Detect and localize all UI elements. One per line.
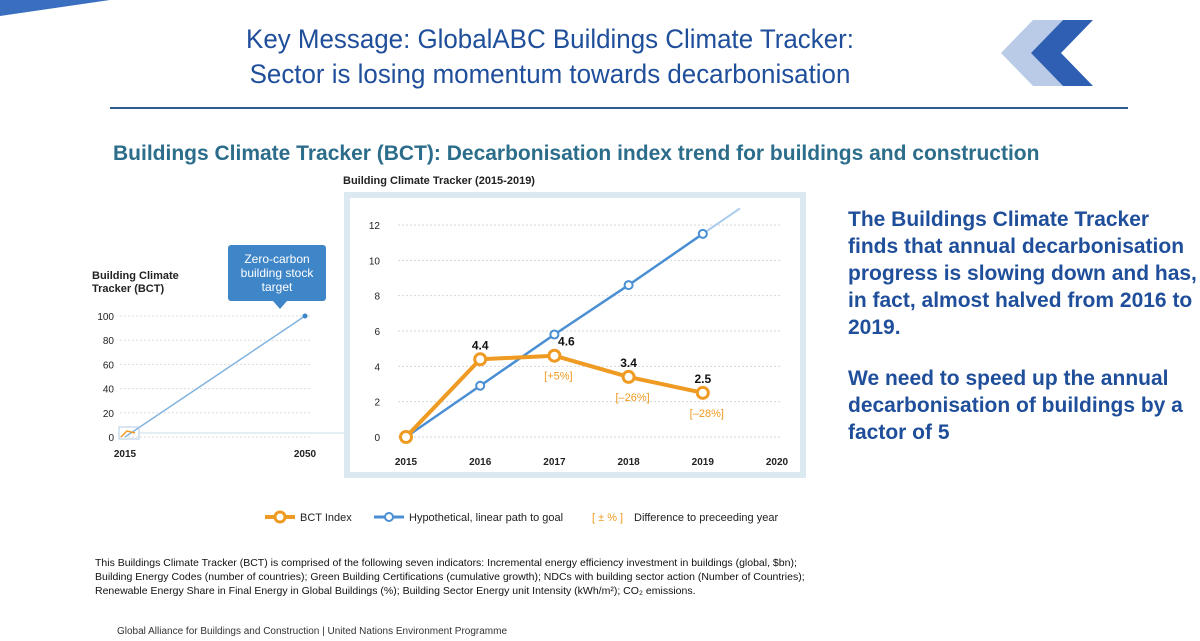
main-ytick-label-10: 10 [369, 256, 381, 267]
slide-title-line1: Key Message: GlobalABC Buildings Climate… [246, 24, 854, 54]
main-chart-labels: 4.4 4.6 3.4 2.5 [+5%] [–26%] [–28%] [472, 335, 724, 420]
main-xtick-label-2019: 2019 [692, 457, 715, 468]
main-ytick-label-2: 2 [374, 398, 380, 409]
bct-data-label-2017: 4.6 [558, 335, 575, 349]
small-chart: 0 20 40 60 80 100 2015 2050 [97, 312, 344, 460]
linear-path-point-2016 [475, 380, 486, 391]
linear-path-point-2018 [623, 280, 634, 291]
main-xtick-label-2017: 2017 [543, 457, 566, 468]
main-xtick-label-2015: 2015 [395, 457, 418, 468]
small-ytick-label-20: 20 [103, 409, 115, 420]
bct-data-label-2016: 4.4 [472, 338, 489, 352]
bct-index-point-2017 [547, 348, 562, 363]
small-xtick-label-2050: 2050 [294, 449, 317, 460]
legend-bct-label: BCT Index [300, 512, 352, 524]
small-ytick-label-60: 60 [103, 360, 115, 371]
main-xtick-label-2020: 2020 [766, 457, 789, 468]
main-ytick-label-8: 8 [374, 292, 380, 303]
chart-frame [344, 192, 806, 478]
linear-path-point-2017 [549, 329, 560, 340]
small-ytick-label-80: 80 [103, 336, 115, 347]
legend-linear-swatch [374, 512, 404, 522]
linear-path-extension [702, 207, 741, 235]
corner-decoration [0, 0, 110, 16]
small-ytick-label-100: 100 [97, 312, 114, 323]
key-finding-2: We need to speed up the annual decarboni… [848, 367, 1183, 444]
bct-index-point-2018 [621, 369, 636, 384]
title-divider [110, 107, 1128, 109]
legend-diff-label: Difference to preceeding year [634, 512, 779, 524]
bct-diff-annotation-2017: [+5%] [544, 371, 572, 383]
main-xtick-label-2018: 2018 [617, 457, 640, 468]
main-ytick-label-12: 12 [369, 221, 381, 232]
main-ytick-label-6: 6 [374, 327, 380, 338]
chart-caption: Building Climate Tracker (2015-2019) [343, 175, 535, 187]
slide-title-line2: Sector is losing momentum towards decarb… [249, 59, 851, 89]
bct-index-point-2019 [695, 385, 710, 400]
main-chart-series [399, 207, 741, 444]
small-path-line [124, 315, 306, 438]
main-chart-ticks: 0 2 4 6 8 10 12 2015 2016 2017 2018 2019 2020 [369, 221, 789, 468]
bct-diff-annotation-2019: [–28%] [690, 408, 724, 420]
section-subtitle: Buildings Climate Tracker (BCT): Decarbo… [113, 142, 1040, 165]
small-chart-lines [118, 313, 344, 440]
main-ytick-label-4: 4 [374, 362, 380, 373]
target-callout-pointer [273, 301, 287, 309]
footnote: This Buildings Climate Tracker (BCT) is … [95, 557, 805, 597]
bct-data-label-2018: 3.4 [620, 356, 637, 370]
bct-index-line [404, 353, 704, 439]
slide-title: Key Message: GlobalABC Buildings Climate… [166, 22, 934, 92]
small-xtick-label-2015: 2015 [114, 449, 137, 460]
small-chart-ylabel: Building Climate Tracker (BCT) [92, 270, 179, 295]
target-callout: Zero-carbon building stock target [228, 245, 326, 301]
linear-path-point-2019 [697, 228, 708, 239]
chevron-logo-icon [1001, 20, 1093, 86]
main-xtick-label-2016: 2016 [469, 457, 492, 468]
small-target-point [302, 313, 308, 319]
bct-data-label-2019: 2.5 [694, 372, 711, 386]
main-chart-grid [398, 224, 781, 438]
bct-index-point-2015 [399, 430, 413, 444]
main-chart: 0 2 4 6 8 10 12 2015 2016 2017 2018 2019 2020 4.4 4.6… [369, 207, 789, 468]
legend-bct-swatch [265, 510, 295, 524]
key-findings: The Buildings Climate Tracker finds that… [848, 206, 1198, 470]
legend-linear-label: Hypothetical, linear path to goal [409, 512, 564, 524]
key-finding-1: The Buildings Climate Tracker finds that… [848, 208, 1197, 339]
small-zoom-bct-trace [120, 430, 136, 438]
org-footer: Global Alliance for Buildings and Constr… [117, 626, 508, 637]
bct-index-point-2016 [473, 352, 488, 367]
small-chart-ticks: 0 20 40 60 80 100 2015 2050 [97, 312, 316, 460]
main-ytick-label-0: 0 [374, 433, 380, 444]
small-ytick-label-40: 40 [103, 385, 115, 396]
legend-diff-symbol: [ ± % ] [592, 512, 624, 524]
bct-diff-annotation-2018: [–26%] [615, 392, 649, 404]
small-ytick-label-0: 0 [108, 433, 114, 444]
